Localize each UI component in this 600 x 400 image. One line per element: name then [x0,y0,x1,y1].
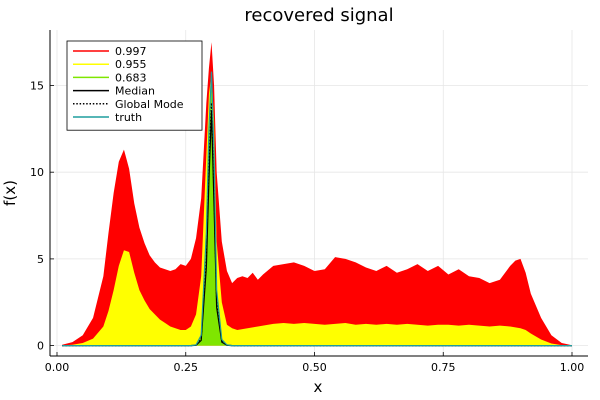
legend-label: truth [115,111,142,124]
legend-label: Median [115,85,155,98]
y-tick-label: 0 [37,340,44,353]
axes [49,30,588,357]
x-tick-label: 0.75 [431,361,456,374]
x-tick-label: 1.00 [560,361,585,374]
legend-label: 0.955 [115,58,147,71]
y-tick-label: 5 [37,253,44,266]
x-tick-labels: 0.00 0.25 0.50 0.75 1.00 [45,352,585,374]
chart-title: recovered signal [244,5,393,26]
band-0-997 [62,42,573,346]
series-lines [62,71,572,347]
bands [62,42,573,346]
x-axis-label: x [314,378,323,396]
x-tick-label: 0.25 [174,361,199,374]
legend-label: 0.683 [115,71,147,84]
y-axis-label: f(x) [1,180,19,206]
legend-label: 0.997 [115,45,147,58]
x-tick-label: 0.50 [302,361,327,374]
legend-label: Global Mode [115,98,184,111]
band-0-955 [62,73,573,346]
legend-box [66,40,203,131]
y-tick-labels: 0 5 10 15 [30,79,54,353]
series-line-truth [62,71,572,347]
x-tick-label: 0.00 [45,361,70,374]
y-tick-label: 10 [30,166,44,179]
y-tick-label: 15 [30,79,44,92]
